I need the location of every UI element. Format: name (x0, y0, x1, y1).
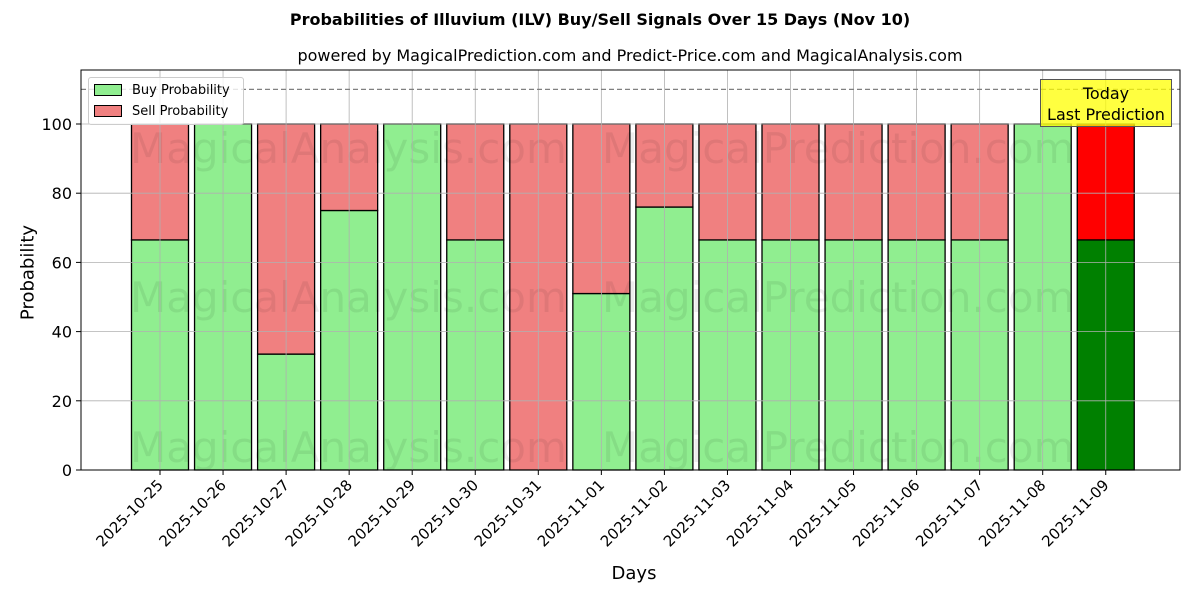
chart-subtitle: powered by MagicalPrediction.com and Pre… (297, 46, 963, 65)
today-annotation: Today Last Prediction (1040, 79, 1172, 127)
x-tick-label: 2025-11-03 (660, 476, 734, 550)
buy-swatch-icon (94, 84, 122, 96)
watermark-right: MagicalPrediction.com (602, 273, 1075, 322)
watermark-left: MagicalAnalysis.com (130, 273, 567, 322)
watermark-left: MagicalAnalysis.com (130, 423, 567, 472)
x-tick-label: 2025-11-09 (1038, 476, 1112, 550)
legend-item-sell: Sell Probability (94, 103, 228, 119)
y-tick-label: 60 (52, 253, 72, 272)
legend: Buy Probability Sell Probability (88, 77, 244, 125)
annotation-line2: Last Prediction (1047, 105, 1165, 124)
x-tick-label: 2025-10-29 (345, 476, 419, 550)
plot-frame (80, 69, 1181, 471)
watermark-right: MagicalPrediction.com (602, 423, 1075, 472)
watermark-left: MagicalAnalysis.com (130, 124, 567, 173)
legend-buy-label: Buy Probability (132, 82, 230, 98)
y-axis-label: Probability (17, 224, 39, 321)
y-tick-label: 40 (52, 323, 72, 342)
x-axis-label: Days (611, 563, 657, 584)
watermark-right: MagicalPrediction.com (602, 124, 1075, 173)
legend-item-buy: Buy Probability (94, 82, 230, 98)
legend-sell-label: Sell Probability (132, 103, 229, 119)
y-tick-label: 100 (41, 115, 72, 134)
annotation-line1: Today (1082, 84, 1130, 103)
x-tick-label: 2025-10-30 (408, 476, 482, 550)
y-tick-label: 20 (52, 392, 72, 411)
y-tick-label: 0 (62, 461, 72, 480)
x-tick-label: 2025-11-04 (723, 476, 797, 550)
y-tick-label: 80 (52, 184, 72, 203)
chart-title: Probabilities of Illuvium (ILV) Buy/Sell… (289, 10, 911, 29)
x-tick-label: 2025-11-08 (975, 476, 1049, 550)
x-tick-label: 2025-10-25 (92, 476, 166, 550)
sell-swatch-icon (94, 105, 122, 117)
